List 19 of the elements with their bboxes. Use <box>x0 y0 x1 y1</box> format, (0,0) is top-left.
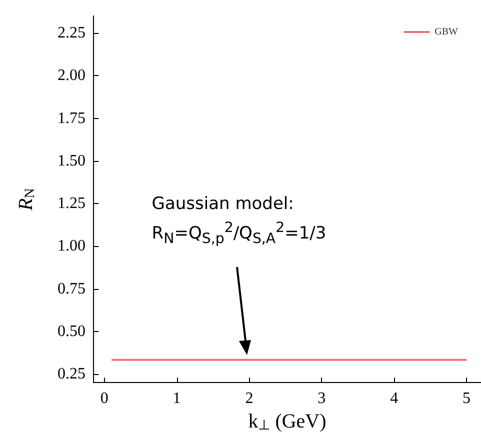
y-tick-label: 0.75 <box>58 280 86 298</box>
x-tick-label: 1 <box>172 390 181 408</box>
y-tick-label: 0.25 <box>58 366 86 383</box>
y-tick-label: 2.00 <box>58 67 86 84</box>
y-axis-title: RN <box>15 188 38 212</box>
x-tick-label: 4 <box>390 390 398 408</box>
x-tick-label: 5 <box>462 390 471 408</box>
y-tick-label: 1.75 <box>58 110 86 127</box>
y-tick-label: 1.50 <box>58 152 86 170</box>
y-tick-label: 1.25 <box>58 195 86 212</box>
x-tick-label: 3 <box>318 390 326 408</box>
y-tick-label: 2.25 <box>58 24 86 42</box>
y-tick-label: 0.50 <box>58 322 86 340</box>
x-tick-label: 0 <box>100 390 108 408</box>
text: Gaussian model: R$_{N}$=Q$_{S,p}$$^{2}$/Q$_{S,A}$$^{2}$=1/3 <box>152 194 326 248</box>
x-axis-title: k⊥ (GeV) <box>248 410 326 434</box>
y-tick-label: 1.00 <box>58 238 86 255</box>
legend-label: GBW <box>434 26 459 38</box>
x-tick-label: 2 <box>245 390 254 408</box>
